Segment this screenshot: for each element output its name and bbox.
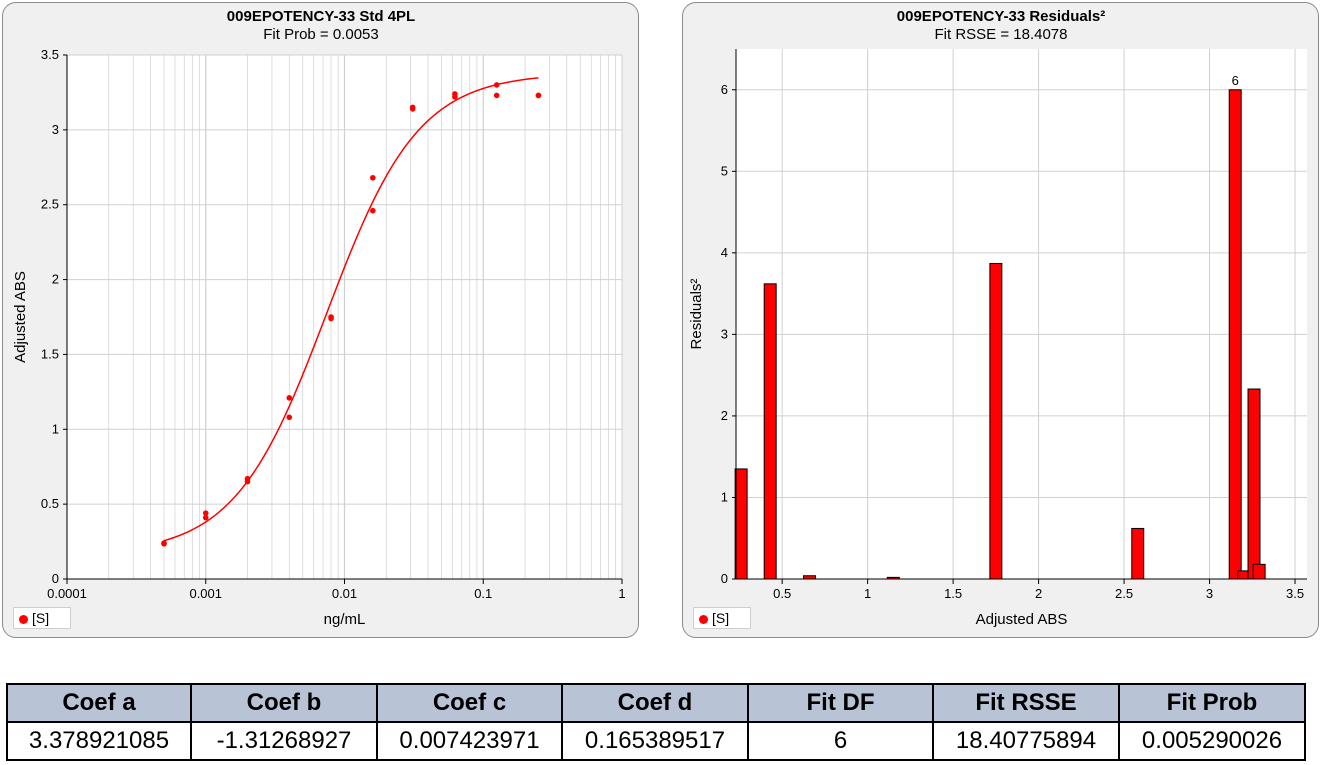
header-fit-rsse: Fit RSSE: [932, 683, 1120, 723]
y-tick-label: 3: [721, 326, 728, 341]
value-coef-a: 3.378921085: [6, 721, 192, 761]
x-tick-label: 3.5: [1286, 586, 1304, 601]
y-tick-label: 1.5: [41, 346, 59, 361]
y-tick-label: 0.5: [41, 496, 59, 511]
chart-subtitle: Fit RSSE = 18.4078: [935, 26, 1068, 43]
bar-value-label: 6: [1232, 73, 1239, 88]
value-fit-df: 6: [747, 721, 934, 761]
chart-subtitle: Fit Prob = 0.0053: [263, 26, 379, 43]
x-axis-label: Adjusted ABS: [976, 611, 1068, 628]
header-coef-b: Coef b: [190, 683, 378, 723]
value-coef-d: 0.165389517: [561, 721, 749, 761]
data-point: [535, 92, 542, 99]
legend-label: [S]: [712, 610, 730, 626]
residual-bar: [1247, 388, 1261, 580]
legend-marker-icon: [19, 615, 28, 624]
chart-title: 009EPOTENCY-33 Residuals²: [897, 8, 1105, 25]
data-point: [202, 514, 209, 521]
value-fit-prob: 0.005290026: [1118, 721, 1306, 761]
legend-right: [S]: [693, 607, 751, 629]
y-tick-label: 6: [721, 82, 728, 97]
legend-label: [S]: [32, 610, 50, 626]
x-tick-label: 0.001: [189, 586, 222, 601]
y-axis-label: Adjusted ABS: [12, 271, 29, 363]
data-point: [286, 395, 293, 401]
value-coef-b: -1.31268927: [190, 721, 378, 761]
y-tick-label: 2: [721, 408, 728, 423]
chart-title: 009EPOTENCY-33 Std 4PL: [227, 8, 415, 25]
data-point: [493, 92, 500, 99]
header-coef-a: Coef a: [6, 683, 192, 723]
y-tick-label: 4: [721, 245, 728, 260]
residual-bar: [1252, 563, 1266, 580]
y-tick-label: 2.5: [41, 197, 59, 212]
data-point: [161, 540, 167, 546]
x-tick-label: 1: [864, 586, 871, 601]
y-tick-label: 2: [52, 272, 59, 287]
coefficient-table: Coef a Coef b Coef c Coef d Fit DF Fit R…: [6, 683, 1306, 761]
x-tick-label: 1: [618, 586, 625, 601]
y-tick-label: 3: [52, 122, 59, 137]
header-coef-c: Coef c: [376, 683, 563, 723]
data-point: [328, 314, 334, 320]
fit-curve: [163, 77, 539, 542]
value-fit-rsse: 18.40775894: [932, 721, 1120, 761]
x-tick-label: 2: [1035, 586, 1042, 601]
x-tick-label: 3: [1206, 586, 1213, 601]
x-tick-label: 0.01: [332, 586, 357, 601]
data-point: [202, 510, 209, 516]
residual-bar: [989, 262, 1003, 580]
x-tick-label: 0.1: [474, 586, 492, 601]
x-tick-label: 1.5: [944, 586, 962, 601]
y-tick-label: 3.5: [41, 47, 59, 62]
data-point: [452, 91, 458, 97]
legend-marker-icon: [699, 615, 708, 624]
data-point: [286, 414, 293, 421]
header-coef-d: Coef d: [561, 683, 749, 723]
residual-bar: [763, 283, 777, 580]
x-axis-label: ng/mL: [324, 611, 366, 628]
residual-bar: [1131, 527, 1145, 580]
data-point: [493, 82, 500, 88]
y-tick-label: 0: [52, 571, 59, 586]
residuals-panel: 009EPOTENCY-33 Residuals² Fit RSSE = 18.4…: [682, 2, 1319, 638]
table-header-row: Coef a Coef b Coef c Coef d Fit DF Fit R…: [6, 683, 1306, 723]
y-axis-label: Residuals²: [688, 279, 705, 350]
y-tick-label: 1: [721, 489, 728, 504]
data-point: [370, 207, 376, 214]
value-coef-c: 0.007423971: [376, 721, 563, 761]
y-tick-label: 0: [721, 571, 728, 586]
data-point: [370, 174, 376, 181]
y-tick-label: 5: [721, 163, 728, 178]
x-tick-label: 0.0001: [47, 586, 87, 601]
x-tick-label: 0.5: [773, 586, 791, 601]
data-point: [244, 475, 251, 482]
header-fit-df: Fit DF: [747, 683, 934, 723]
y-tick-label: 1: [52, 421, 59, 436]
x-tick-label: 2.5: [1115, 586, 1133, 601]
header-fit-prob: Fit Prob: [1118, 683, 1306, 723]
data-point: [409, 104, 416, 111]
residual-bar: [1228, 89, 1242, 580]
plot-area: [736, 49, 1307, 579]
table-row: 3.378921085 -1.31268927 0.007423971 0.16…: [6, 721, 1306, 761]
standard-curve-panel: 009EPOTENCY-33 Std 4PL Fit Prob = 0.0053 0…: [2, 2, 639, 638]
residual-bar: [734, 468, 748, 580]
legend-left: [S]: [13, 607, 71, 629]
